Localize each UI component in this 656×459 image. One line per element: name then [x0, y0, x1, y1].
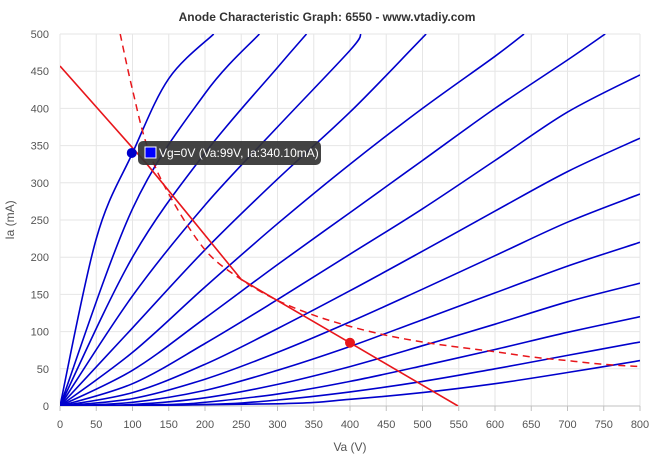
tooltip-background: [138, 141, 321, 165]
anode-curve: [60, 34, 606, 406]
x-tick-label: 0: [57, 419, 63, 431]
x-tick-label: 800: [631, 419, 649, 431]
tooltip-text: Vg=0V (Va:99V, Ia:340.10mA): [159, 146, 319, 160]
operating-point-quiescent[interactable]: [345, 337, 355, 348]
anode-curve: [60, 34, 260, 406]
y-axis-label: Ia (mA): [3, 200, 17, 239]
x-axis-label: Va (V): [333, 440, 366, 454]
load-line: [60, 65, 459, 406]
y-tick-label: 100: [31, 327, 49, 339]
y-tick-label: 200: [31, 252, 49, 264]
max-dissipation-curve: [119, 34, 640, 368]
anode-curve: [60, 34, 215, 406]
x-tick-label: 50: [90, 419, 102, 431]
x-tick-label: 500: [413, 419, 431, 431]
x-tick-label: 600: [486, 419, 504, 431]
y-tick-label: 0: [43, 401, 49, 413]
operating-points: [126, 147, 355, 348]
operating-point-selected[interactable]: [126, 147, 137, 158]
x-tick-label: 350: [305, 419, 323, 431]
anode-curves: [60, 34, 640, 406]
x-tick-label: 750: [595, 419, 613, 431]
anode-curve: [60, 34, 308, 406]
grid: [59, 33, 641, 407]
anode-curve: [60, 282, 640, 406]
tooltip: Vg=0V (Va:99V, Ia:340.10mA): [138, 141, 321, 165]
x-tick-label: 150: [160, 419, 178, 431]
anode-curve: [60, 74, 640, 406]
anode-curve: [60, 34, 525, 406]
y-tick-label: 50: [37, 364, 49, 376]
x-tick-label: 300: [268, 419, 286, 431]
y-tick-label: 150: [31, 289, 49, 301]
x-tick-label: 550: [450, 419, 468, 431]
y-tick-label: 250: [31, 215, 49, 227]
x-tick-label: 200: [196, 419, 214, 431]
x-tick-label: 100: [123, 419, 141, 431]
anode-curve: [60, 193, 640, 406]
y-axis-ticks: 0 50 100 150 200 250 300 350 400 450 500: [31, 29, 49, 413]
anode-curve: [60, 359, 640, 406]
chart-title: Anode Characteristic Graph: 6550 - www.v…: [179, 10, 476, 24]
anode-curve: [60, 34, 427, 406]
x-axis-ticks: 0 50 100 150 200 250 300 350 400 450 500 550 600 650 7…: [57, 406, 649, 431]
x-tick-label: 650: [522, 419, 540, 431]
x-tick-label: 700: [558, 419, 576, 431]
load-lines: [60, 34, 640, 406]
x-tick-label: 400: [341, 419, 359, 431]
x-tick-label: 250: [232, 419, 250, 431]
x-tick-label: 450: [377, 419, 395, 431]
y-tick-label: 300: [31, 178, 49, 190]
tooltip-series-marker: [144, 146, 157, 159]
y-tick-label: 400: [31, 103, 49, 115]
y-tick-label: 500: [31, 29, 49, 41]
y-tick-label: 450: [31, 66, 49, 78]
anode-curve: [60, 137, 640, 406]
y-tick-label: 350: [31, 141, 49, 153]
anode-curve: [60, 34, 362, 406]
